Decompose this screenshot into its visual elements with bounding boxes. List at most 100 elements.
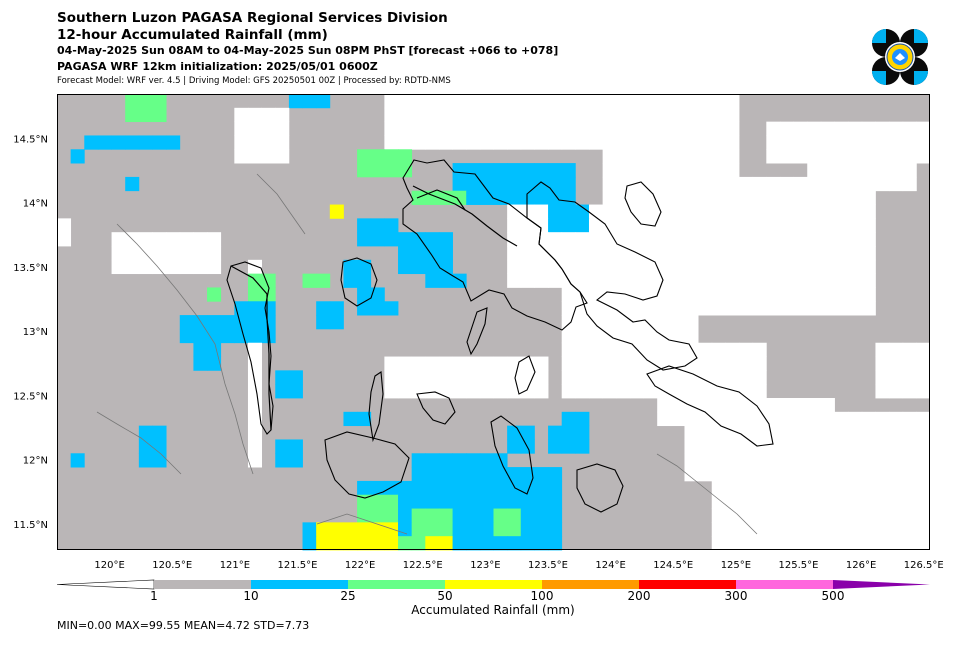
rain-cell [193,328,208,344]
rain-cell [711,411,726,427]
rain-cell [643,149,658,164]
rain-cell [602,176,617,192]
rain-cell [588,287,604,302]
rain-cell [902,508,917,523]
rain-cell [602,384,617,399]
rain-cell [370,536,385,551]
model-initialization: PAGASA WRF 12km initialization: 2025/05/… [57,60,378,73]
rain-cell [807,121,822,136]
rain-cell [861,480,876,496]
rain-cell [807,508,822,523]
rain-cell [684,176,699,192]
rain-cell [752,370,767,385]
colorbar-segment [154,580,252,589]
rain-cell [247,453,263,468]
rain-cell [643,135,658,150]
map-title-line2: 12-hour Accumulated Rainfall (mm) [57,27,328,43]
rain-cell [425,522,440,537]
rain-cell [670,370,685,385]
rain-cell [807,411,822,427]
rain-cell [725,356,740,371]
rain-cell [848,163,863,178]
rain-cell [684,384,699,399]
rain-cell [698,246,713,261]
lon-tick-label: 121°E [220,560,250,571]
rain-cell [370,218,385,233]
rain-cell [684,259,699,275]
rain-cell [357,149,372,164]
bohol-islets [656,453,758,535]
rain-cell [479,536,494,551]
rain-cell [834,522,849,537]
rain-cell [479,107,494,123]
rain-cell [534,384,549,399]
rain-cell [739,356,754,371]
rain-cell [861,190,876,205]
rain-cell [752,384,767,399]
rain-cell [711,94,726,109]
rain-cell [807,190,822,205]
rain-cell [534,536,549,551]
rain-cell [752,411,767,427]
rain-cell [507,163,522,178]
rain-cell [643,384,658,399]
rain-cell [493,522,508,537]
rain-cell [807,425,822,440]
rain-cell [684,94,699,109]
rain-cell [411,135,426,150]
rain-cell [561,94,576,109]
rain-cell [166,246,181,261]
rain-cell [670,384,685,399]
rain-cell [793,246,808,261]
rain-cell [711,149,726,164]
rain-cell [916,384,931,399]
rain-cell [779,301,794,316]
minor-islands [96,173,758,535]
rain-cell [370,232,385,247]
rain-cell [807,149,822,164]
rain-cell [466,190,481,205]
rain-cell [507,522,522,537]
rain-cell [207,259,222,275]
rain-cell [384,218,399,233]
rain-cell [548,467,563,482]
rain-cell [657,315,672,330]
rain-cell [725,467,740,482]
rain-cell [711,425,726,440]
rain-cell [902,149,917,164]
rain-cell [316,315,331,330]
rain-cell [479,176,494,192]
leyte-coastline [576,463,624,513]
rain-cell [752,246,767,261]
rain-cell [548,94,563,109]
rain-cell [861,287,876,302]
samar-coastline [646,365,774,447]
rain-cell [684,287,699,302]
rain-cell [288,370,303,385]
rain-cell [684,453,699,468]
rain-cell [629,370,644,385]
rain-cell [275,121,290,136]
rain-cell [275,149,290,164]
rain-cell [629,121,644,136]
rain-cell [616,287,631,302]
rain-cell [316,522,331,537]
rain-cell [739,398,754,413]
rain-cell [657,287,672,302]
rain-cell [452,522,467,537]
rain-cell [779,149,794,164]
rain-cell [534,232,549,247]
rain-cell [902,536,917,551]
rain-cell [438,480,453,496]
rain-cell [848,439,863,454]
rain-cell [752,342,767,357]
rain-cell [725,536,740,551]
rain-cell [657,163,672,178]
rain-cell [916,522,931,537]
rain-cell [779,425,794,440]
rain-cell [698,287,713,302]
rain-cell [670,246,685,261]
rain-cell [57,232,72,247]
rain-cell [411,508,426,523]
rain-cell [384,370,399,385]
